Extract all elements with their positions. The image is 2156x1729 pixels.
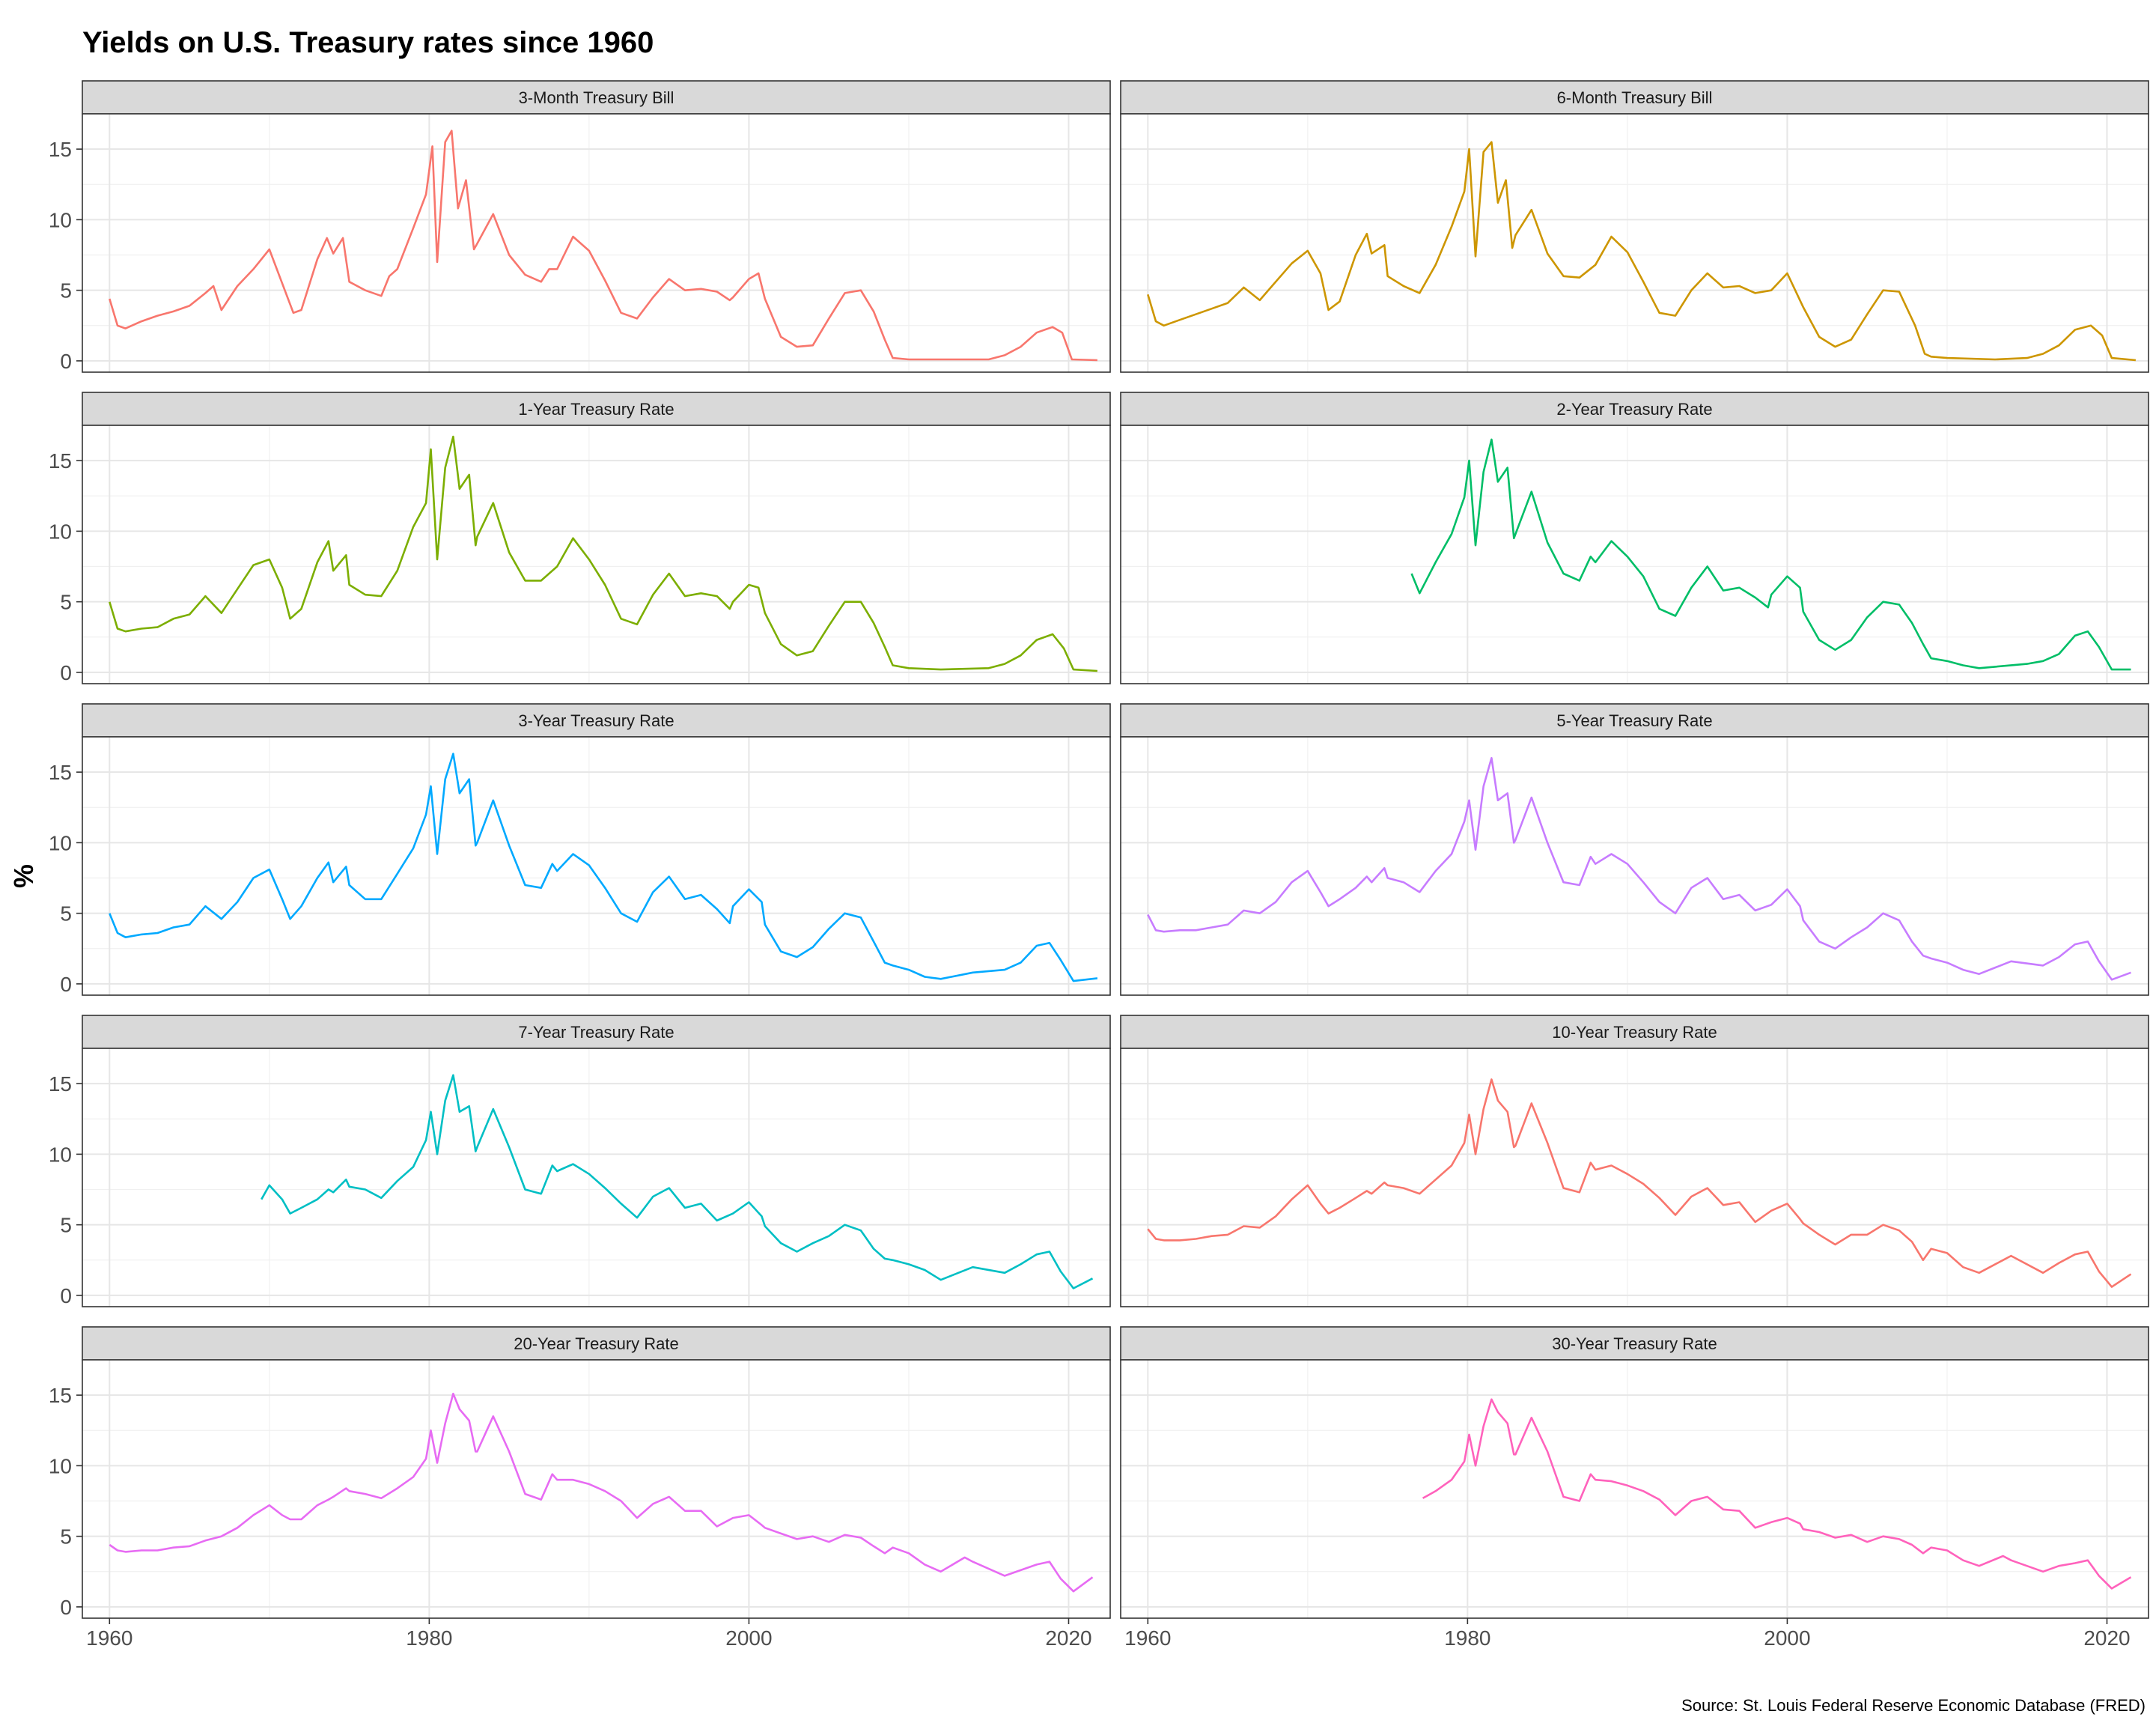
y-tick-label: 10	[49, 520, 72, 543]
panel-10-year-treasury-rate: 10-Year Treasury Rate	[1120, 1015, 2149, 1307]
strip-label: 6-Month Treasury Bill	[1557, 88, 1713, 107]
x-tick-label: 2020	[2083, 1626, 2130, 1650]
panel-border	[82, 1359, 1111, 1619]
panel-background	[82, 737, 1110, 995]
panel-border	[82, 425, 1111, 684]
panel-border	[82, 113, 1111, 373]
y-tick-label: 5	[60, 1525, 72, 1549]
facet-panels: 3-Month Treasury Bill 0 5 10 15 6-Month Treas…	[49, 80, 2149, 1650]
panel-border	[1120, 425, 2149, 684]
strip-label: 3-Year Treasury Rate	[518, 711, 674, 730]
y-tick-label: 15	[49, 761, 72, 784]
strip-2-year-treasury-rate	[1120, 392, 2149, 426]
panel-2-year-treasury-rate: 2-Year Treasury Rate	[1120, 392, 2149, 684]
strip-label: 3-Month Treasury Bill	[519, 88, 674, 107]
series-line-1-year-treasury-rate	[109, 435, 1097, 672]
strip-6-month-treasury-bill	[1120, 80, 2149, 115]
panel-background	[82, 114, 1110, 372]
strip-1-year-treasury-rate	[82, 392, 1111, 426]
panel-background	[1121, 114, 2149, 372]
series-line-7-year-treasury-rate	[261, 1074, 1094, 1289]
x-tick-label: 2000	[725, 1626, 772, 1650]
panel-background	[1121, 737, 2149, 995]
panel-20-year-treasury-rate: 20-Year Treasury Rate 0 5 10 15 1960 1980 2000 2…	[49, 1326, 1111, 1650]
strip-3-year-treasury-rate	[82, 703, 1111, 738]
x-tick-label: 2020	[1045, 1626, 1091, 1650]
y-tick-label: 0	[60, 350, 72, 373]
x-tick-label: 1960	[86, 1626, 133, 1650]
y-tick-label: 5	[60, 1214, 72, 1237]
strip-5-year-treasury-rate	[1120, 703, 2149, 738]
panel-border	[1120, 736, 2149, 996]
panel-3-year-treasury-rate: 3-Year Treasury Rate 0 5 10 15	[49, 703, 1111, 996]
y-tick-label: 10	[49, 1454, 72, 1477]
panel-border	[1120, 113, 2149, 373]
source-caption: Source: St. Louis Federal Reserve Econom…	[1681, 1696, 2146, 1715]
series-line-5-year-treasury-rate	[1147, 757, 2131, 981]
strip-label: 2-Year Treasury Rate	[1556, 400, 1712, 419]
y-axis-title: %	[8, 864, 39, 888]
y-tick-label: 0	[60, 1284, 72, 1307]
y-tick-label: 0	[60, 661, 72, 684]
y-tick-label: 0	[60, 973, 72, 996]
panel-border	[1120, 1048, 2149, 1307]
chart-title: Yields on U.S. Treasury rates since 1960	[82, 26, 654, 59]
strip-label: 10-Year Treasury Rate	[1552, 1023, 1717, 1042]
y-tick-label: 15	[49, 1072, 72, 1096]
series-line-30-year-treasury-rate	[1422, 1398, 2132, 1590]
panel-border	[82, 1048, 1111, 1307]
strip-label: 20-Year Treasury Rate	[514, 1334, 679, 1353]
x-tick-label: 1980	[1444, 1626, 1490, 1650]
x-tick-label: 1960	[1124, 1626, 1171, 1650]
y-tick-label: 10	[49, 831, 72, 854]
strip-label: 1-Year Treasury Rate	[518, 400, 674, 419]
series-line-3-month-treasury-bill	[109, 130, 1097, 362]
strip-30-year-treasury-rate	[1120, 1326, 2149, 1361]
panel-30-year-treasury-rate: 30-Year Treasury Rate 1960 1980 2000 2020	[1120, 1326, 2149, 1650]
panel-5-year-treasury-rate: 5-Year Treasury Rate	[1120, 703, 2149, 996]
panel-3-month-treasury-bill: 3-Month Treasury Bill 0 5 10 15	[49, 80, 1111, 373]
panel-border	[1120, 1359, 2149, 1619]
panel-border	[82, 736, 1111, 996]
y-tick-label: 5	[60, 279, 72, 303]
series-line-2-year-treasury-rate	[1410, 438, 2131, 671]
panel-6-month-treasury-bill: 6-Month Treasury Bill	[1120, 80, 2149, 373]
x-tick-label: 1980	[406, 1626, 452, 1650]
y-tick-label: 10	[49, 208, 72, 231]
strip-label: 7-Year Treasury Rate	[518, 1023, 674, 1042]
panel-background	[82, 425, 1110, 684]
y-tick-label: 15	[49, 138, 72, 161]
series-line-10-year-treasury-rate	[1147, 1078, 2132, 1288]
strip-label: 5-Year Treasury Rate	[1556, 711, 1712, 730]
strip-7-year-treasury-rate	[82, 1015, 1111, 1049]
panel-7-year-treasury-rate: 7-Year Treasury Rate 0 5 10 15	[49, 1015, 1111, 1307]
strip-10-year-treasury-rate	[1120, 1015, 2149, 1049]
y-tick-label: 0	[60, 1596, 72, 1619]
panel-1-year-treasury-rate: 1-Year Treasury Rate 0 5 10 15	[49, 392, 1111, 684]
x-tick-label: 2000	[1764, 1626, 1810, 1650]
strip-label: 30-Year Treasury Rate	[1552, 1334, 1717, 1353]
strip-3-month-treasury-bill	[82, 80, 1111, 115]
y-tick-label: 5	[60, 591, 72, 614]
y-tick-label: 5	[60, 902, 72, 926]
panel-background	[82, 1048, 1110, 1307]
series-line-3-year-treasury-rate	[109, 753, 1098, 982]
series-line-20-year-treasury-rate	[109, 1392, 1094, 1593]
y-tick-label: 15	[49, 1384, 72, 1407]
y-tick-label: 10	[49, 1143, 72, 1166]
series-line-6-month-treasury-bill	[1147, 141, 2137, 362]
panel-background	[1121, 425, 2149, 684]
panel-background	[82, 1360, 1110, 1618]
y-tick-label: 15	[49, 449, 72, 472]
